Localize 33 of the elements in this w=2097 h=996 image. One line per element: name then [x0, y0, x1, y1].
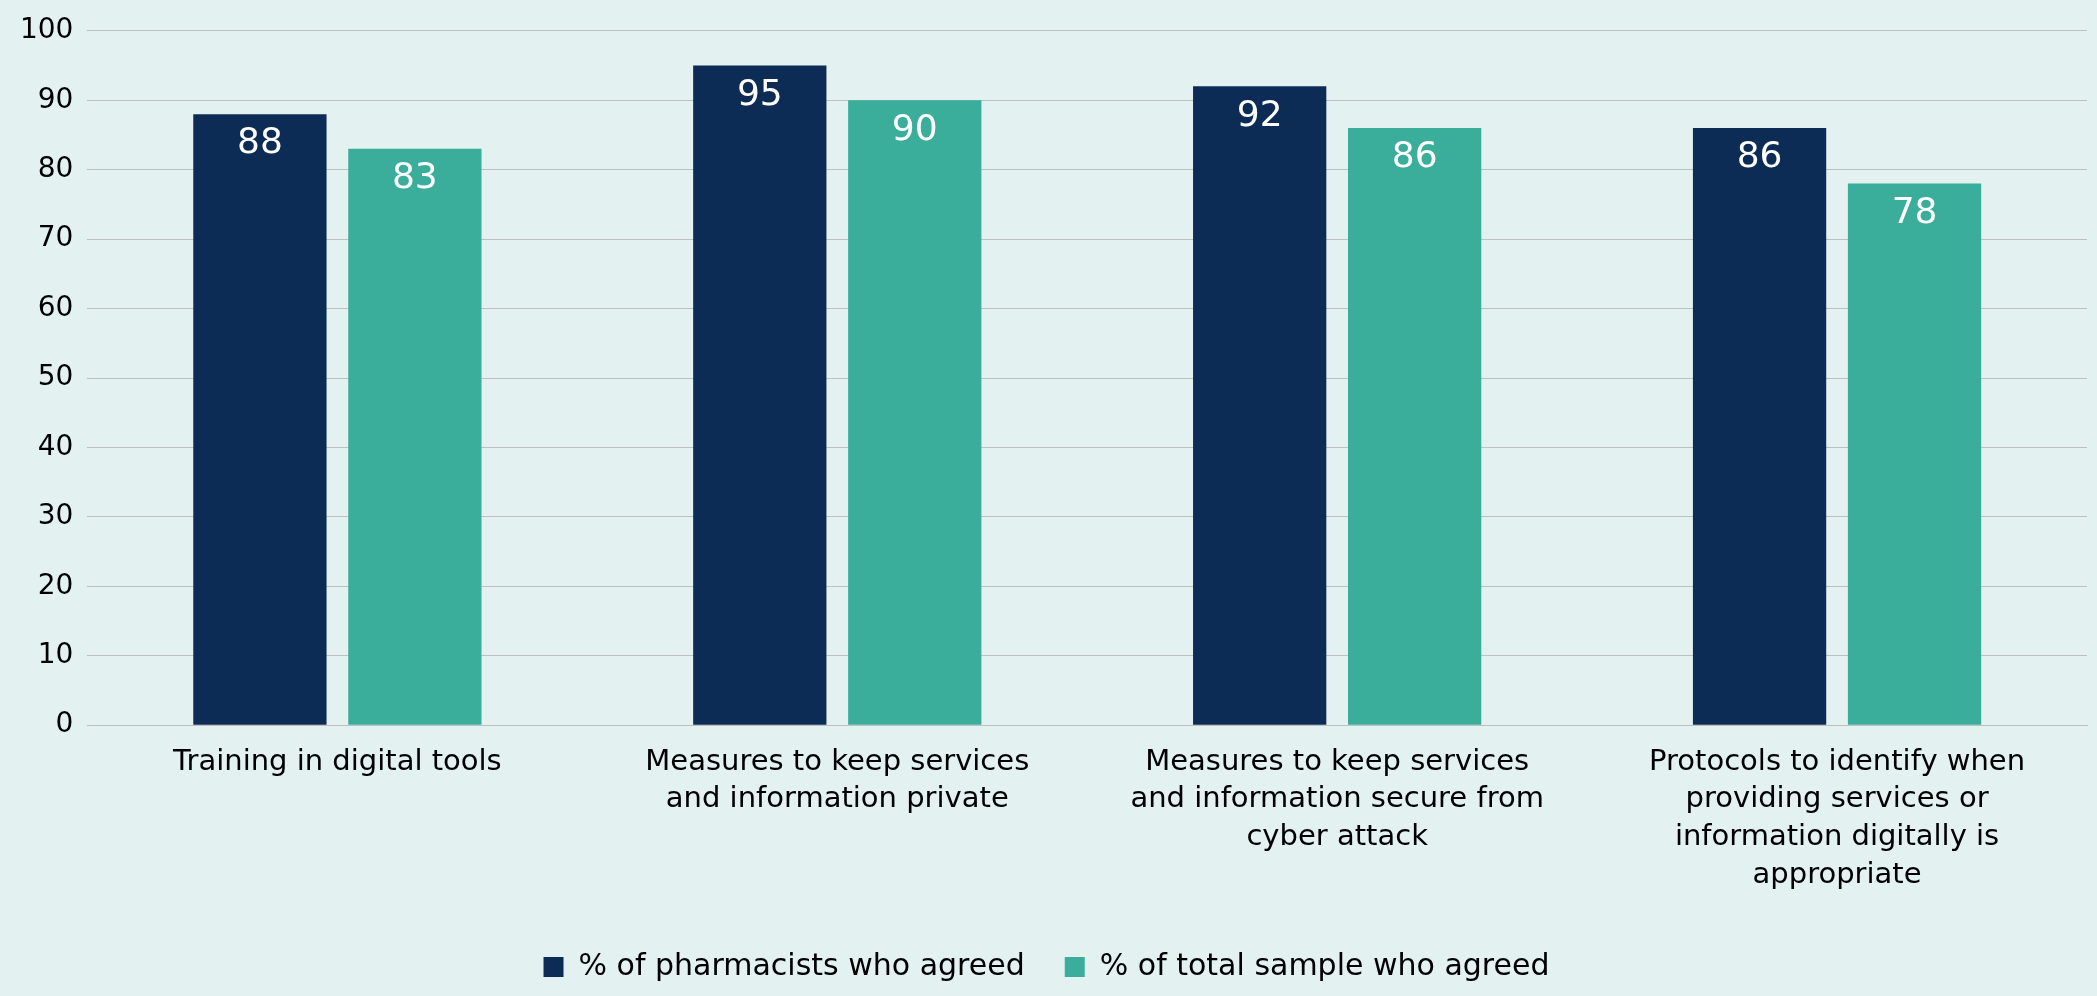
bar — [1193, 86, 1327, 725]
y-tick-label: 40 — [37, 428, 74, 462]
data-label: 78 — [1891, 189, 1938, 231]
y-tick-label: 100 — [19, 12, 74, 46]
y-tick-label: 0 — [55, 706, 74, 740]
data-label: 86 — [1391, 134, 1438, 176]
bar — [1348, 128, 1482, 725]
bar — [693, 65, 827, 725]
x-tick-label: Protocols to identify when providing services or information digitally is appropriate — [1649, 742, 2026, 890]
data-label: 92 — [1236, 92, 1283, 134]
data-label: 83 — [391, 155, 438, 197]
x-tick-label: Measures to keep services and information secure from cyber attack — [1130, 742, 1544, 852]
bar — [1692, 128, 1827, 725]
y-tick-label: 70 — [37, 220, 74, 254]
y-tick-label: 80 — [37, 150, 74, 184]
legend-label: % of total sample who agreed — [1099, 946, 1550, 982]
y-tick-label: 50 — [37, 359, 74, 393]
y-tick-label: 30 — [37, 498, 74, 532]
x-tick-label: Measures to keep services and information private — [645, 742, 1030, 815]
y-tick-label: 20 — [37, 567, 74, 601]
y-tick-label: 60 — [37, 289, 74, 323]
data-label: 88 — [237, 120, 283, 162]
data-label: 90 — [891, 106, 938, 148]
bar — [848, 100, 982, 725]
legend-label: % of pharmacists who agreed — [578, 946, 1025, 982]
bar — [348, 148, 482, 725]
data-label: 95 — [736, 71, 783, 113]
x-tick-label: Training in digital tools — [172, 742, 502, 777]
bar — [1847, 183, 1982, 725]
bar — [193, 114, 327, 725]
y-tick-label: 10 — [37, 637, 74, 671]
y-tick-label: 90 — [37, 81, 74, 115]
data-label: 86 — [1736, 134, 1783, 176]
